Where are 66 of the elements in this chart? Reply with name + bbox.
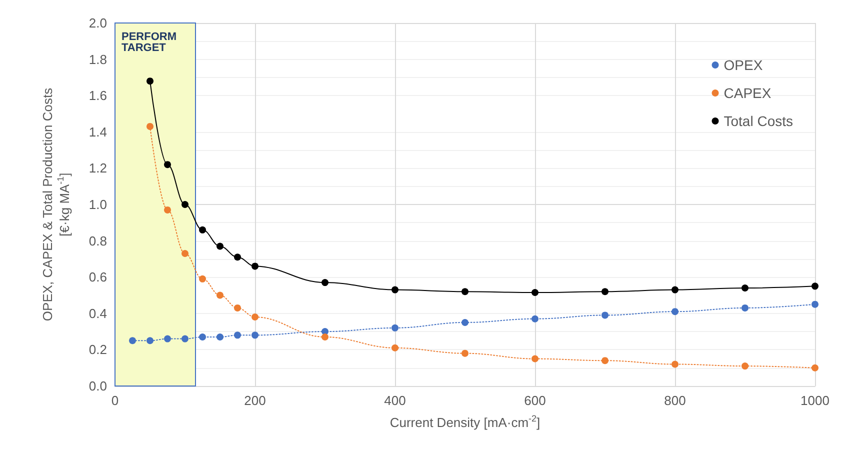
point <box>216 333 224 340</box>
point <box>182 250 188 258</box>
point <box>392 324 398 332</box>
point <box>672 286 678 294</box>
point <box>252 314 258 321</box>
point <box>146 337 154 344</box>
point <box>602 357 608 364</box>
y-tick-label: 0.4 <box>88 306 107 321</box>
y-tick-label: 0.6 <box>88 270 107 285</box>
point <box>164 335 171 342</box>
point <box>252 332 258 339</box>
point <box>234 304 241 312</box>
point <box>216 292 224 299</box>
point <box>322 333 328 340</box>
point <box>812 282 818 290</box>
point <box>146 122 154 130</box>
point <box>602 312 608 319</box>
x-tick-label: 1000 <box>800 393 830 408</box>
point <box>216 242 224 250</box>
x-tick-label: 400 <box>384 393 406 408</box>
point <box>742 362 748 370</box>
point <box>392 344 398 352</box>
point <box>199 226 206 234</box>
point <box>234 254 241 261</box>
point <box>234 332 241 339</box>
y-tick-label: 1.2 <box>88 160 107 176</box>
point <box>182 335 188 342</box>
y-tick-label: 2.0 <box>88 16 107 30</box>
point <box>672 360 678 368</box>
band-label: PERFORM TARGET <box>122 31 176 54</box>
y-tick-label: 0.8 <box>88 233 107 248</box>
point <box>199 333 206 340</box>
point <box>392 286 398 294</box>
point <box>812 300 818 308</box>
point <box>164 161 171 168</box>
point <box>129 337 136 344</box>
y-tick-label: 1.8 <box>88 52 107 67</box>
point <box>252 262 258 270</box>
point <box>532 289 538 296</box>
x-tick-label: 0 <box>111 393 119 408</box>
point <box>462 318 468 326</box>
x-tick-label: 600 <box>524 393 546 408</box>
x-tick-label: 800 <box>664 393 686 408</box>
point <box>462 350 468 357</box>
point <box>532 355 538 362</box>
legend-label: Total Costs <box>724 113 793 129</box>
point <box>742 284 748 292</box>
y-tick-label: 1.6 <box>88 88 107 104</box>
point <box>322 279 328 286</box>
point <box>812 364 818 372</box>
point <box>164 206 171 214</box>
point <box>672 308 678 316</box>
y-tick-label: 1.4 <box>88 124 107 140</box>
y-tick-label: 0.2 <box>88 342 107 358</box>
x-tick-label: 200 <box>244 393 266 408</box>
point <box>199 275 206 282</box>
legend-label: OPEX <box>724 57 764 73</box>
point <box>146 78 154 85</box>
y-tick-label: 0.0 <box>88 378 107 394</box>
y-tick-label: 1.0 <box>88 197 107 212</box>
point <box>742 304 748 312</box>
point <box>182 201 188 208</box>
point <box>462 288 468 296</box>
point <box>602 288 608 296</box>
point <box>532 315 538 322</box>
legend-label: CAPEX <box>724 85 772 101</box>
